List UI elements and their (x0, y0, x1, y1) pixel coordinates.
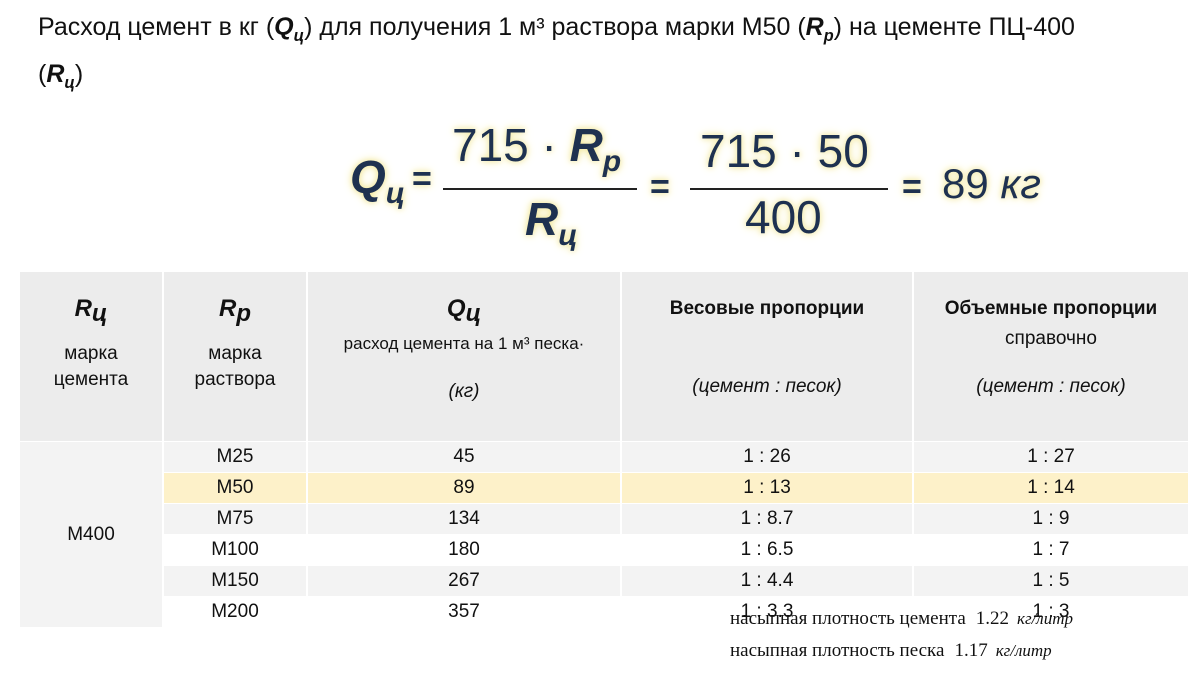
cell: 357 (307, 596, 622, 627)
symbol: R (218, 295, 237, 322)
title-sub: ц (64, 74, 75, 92)
sub: ц (465, 299, 482, 327)
header-cell: Объемные пропорции справочно (цемент : пес… (913, 272, 1190, 442)
header-row: Rц марка цемента Rр марка раствора Qц расхо… (20, 272, 1190, 442)
title-text: Расход цемент в кг ( (38, 13, 275, 41)
result: 89 кг (942, 160, 1041, 208)
note-unit: кг/литр (1017, 609, 1073, 628)
numerator: 715 · Rр (452, 118, 621, 179)
cell: 267 (307, 565, 622, 597)
cell: 1 : 14 (913, 472, 1190, 504)
group-cell: М400 (20, 441, 164, 627)
title-text: ) для получения 1 м³ раствора марки М50 … (304, 13, 806, 41)
sub: ц (385, 177, 406, 211)
result-value: 89 (942, 160, 989, 207)
table-row: М200 357 1 : 3.3 1 : 3 (20, 596, 1190, 627)
equals: = (902, 168, 922, 206)
header-cell: Qц расход цемента на 1 м³ песка· (кг) (307, 272, 622, 442)
unit: кг (1000, 160, 1041, 207)
sub: ц (91, 299, 108, 327)
label: расход цемента на 1 м³ песка· (343, 333, 585, 353)
fraction-bar (690, 188, 888, 190)
note: насыпная плотность песка 1.17 кг/литр (730, 640, 1052, 662)
header-cell: Весовые пропорции (цемент : песок) (621, 272, 914, 442)
cell: 1 : 26 (621, 441, 914, 473)
table-row: М75 134 1 : 8.7 1 : 9 (20, 503, 1190, 535)
cell: 1 : 3.3 (621, 596, 914, 627)
note: насыпная плотность цемента 1.22 кг/литр (730, 608, 1073, 630)
cell: 1 : 8.7 (621, 503, 914, 535)
cell: М200 (163, 596, 308, 627)
symbol: Q (446, 295, 466, 322)
symbol: Q (350, 151, 386, 203)
table-row: М50 89 1 : 13 1 : 14 (20, 472, 1190, 504)
unit: (цемент : песок) (692, 376, 842, 397)
sub: ц (558, 219, 578, 253)
cell: 180 (307, 534, 622, 566)
cell: 1 : 9 (913, 503, 1190, 535)
title-symbol: Q (274, 13, 294, 41)
num: 715 · (452, 119, 570, 171)
header-cell: Rц марка цемента (20, 272, 164, 442)
header-cell: Rр марка раствора (163, 272, 308, 442)
cell: М100 (163, 534, 308, 566)
table-row: М400 М25 45 1 : 26 1 : 27 (20, 441, 1190, 627)
sub: р (236, 299, 251, 327)
label: марка раствора (194, 342, 276, 390)
equals: = (412, 160, 432, 198)
cell: М75 (163, 503, 308, 535)
cell: 1 : 5 (913, 565, 1190, 597)
cell: 45 (307, 441, 622, 473)
numerator: 715 · 50 (700, 125, 869, 177)
denominator: Rц (525, 192, 578, 253)
table-row: М100 180 1 : 6.5 1 : 7 (20, 534, 1190, 566)
fraction-bar (443, 188, 637, 190)
note-value: 1.22 (975, 608, 1009, 629)
sub: р (602, 145, 622, 179)
note-unit: кг/литр (995, 641, 1052, 660)
symbol: R (569, 119, 603, 171)
formula-lhs: Qц (350, 150, 405, 211)
title-sub: р (823, 27, 834, 45)
title: Расход цемент в кг (Qц) для получения 1 … (38, 8, 1118, 102)
table: Rц марка цемента Rр марка раствора Qц расхо… (20, 272, 1190, 627)
symbol: R (74, 295, 92, 322)
cell: М50 (163, 472, 308, 504)
cell: 89 (307, 472, 622, 504)
title-text: ) (74, 60, 84, 88)
table-body: М400 М25 45 1 : 26 1 : 27 М50 89 1 : 13 1 : 14 М7… (20, 441, 1190, 627)
title-text: ) на цементе ПЦ-400 ( (38, 13, 1075, 88)
cell: М25 (163, 441, 308, 473)
table-row: М150 267 1 : 4.4 1 : 5 (20, 565, 1190, 597)
note: справочно (1005, 328, 1097, 349)
label: марка цемента (53, 342, 129, 390)
symbol: R (525, 193, 559, 245)
title-symbol: R (805, 13, 824, 41)
unit: (кг) (448, 380, 480, 402)
label: Объемные пропорции (944, 298, 1158, 319)
denominator: 400 (745, 191, 822, 243)
label: Весовые пропорции (669, 298, 865, 319)
unit: (цемент : песок) (976, 376, 1126, 397)
cell: 1 : 27 (913, 441, 1190, 473)
cell: М150 (163, 565, 308, 597)
title-symbol: R (46, 60, 65, 88)
note-value: 1.17 (954, 640, 988, 661)
cell: 134 (307, 503, 622, 535)
note-text: насыпная плотность песка (730, 640, 945, 661)
note-text: насыпная плотность цемента (730, 608, 966, 629)
cell: 1 : 7 (913, 534, 1190, 566)
cell: 1 : 13 (621, 472, 914, 504)
cell: 1 : 6.5 (621, 534, 914, 566)
equals: = (650, 168, 670, 206)
title-sub: ц (293, 27, 305, 45)
cell: 1 : 3 (913, 596, 1190, 627)
cell: 1 : 4.4 (621, 565, 914, 597)
